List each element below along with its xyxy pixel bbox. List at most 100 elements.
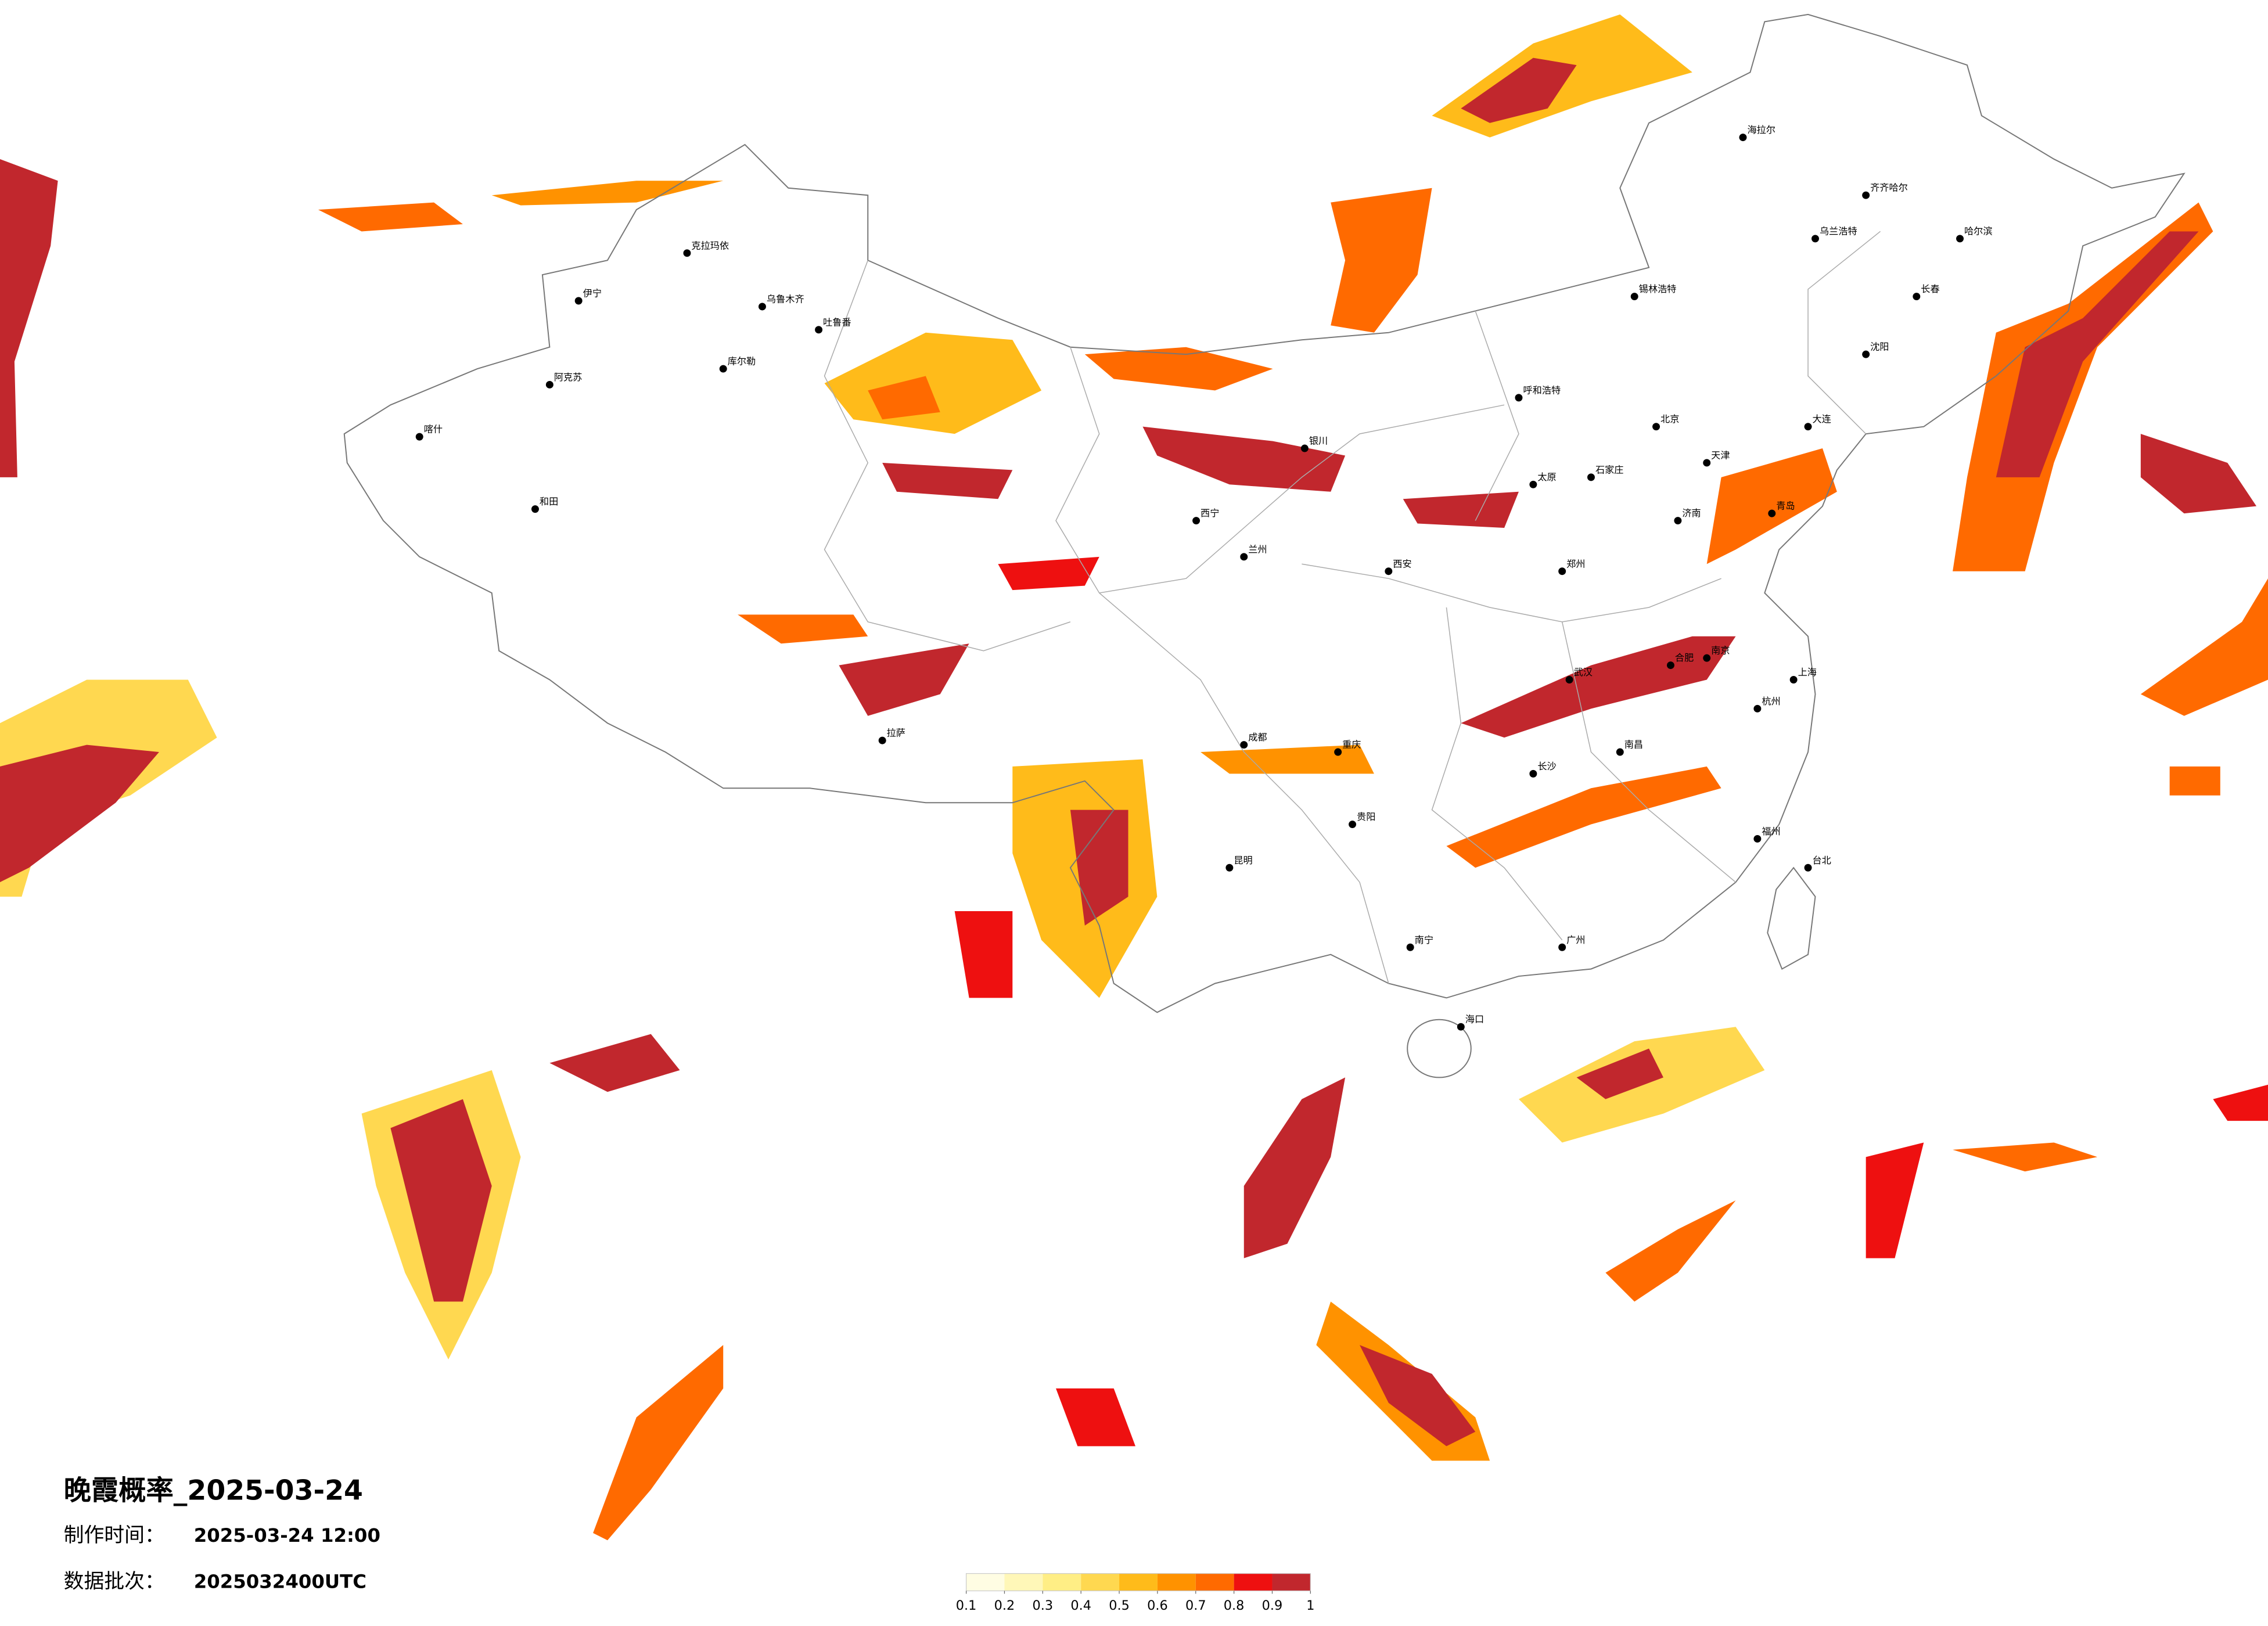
patch xyxy=(839,643,969,716)
taiwan xyxy=(1767,866,1816,970)
city-dot xyxy=(1558,943,1566,951)
city-label: 大连 xyxy=(1813,413,1831,425)
hainan xyxy=(1407,1019,1472,1078)
patch xyxy=(0,159,58,477)
patch xyxy=(318,202,463,232)
city-label: 南昌 xyxy=(1624,739,1643,750)
city-dot xyxy=(1753,704,1762,713)
probability-field xyxy=(0,14,2268,1541)
city-dot xyxy=(1913,293,1921,301)
colorbar-tick-label: 0.6 xyxy=(1147,1598,1168,1613)
city-dot xyxy=(1811,235,1819,243)
city-label: 长沙 xyxy=(1537,761,1556,772)
patch xyxy=(954,911,1013,998)
patch xyxy=(2213,1084,2268,1121)
city-label: 乌鲁木齐 xyxy=(767,294,804,305)
city-label: 郑州 xyxy=(1566,558,1585,569)
city-label: 上海 xyxy=(1798,667,1817,678)
city-label: 兰州 xyxy=(1248,544,1267,555)
patch xyxy=(1996,231,2199,477)
city-dot xyxy=(1862,191,1870,199)
city-dot xyxy=(1674,517,1682,525)
city-dot xyxy=(1225,864,1234,872)
city-label: 喀什 xyxy=(424,424,443,435)
city-dot xyxy=(758,303,766,311)
city-label: 呼和浩特 xyxy=(1523,384,1561,395)
city-label: 克拉玛依 xyxy=(691,240,729,251)
patch xyxy=(1576,1048,1663,1099)
city-label: 成都 xyxy=(1248,732,1267,743)
city-label: 昆明 xyxy=(1234,855,1252,866)
patch xyxy=(1461,636,1736,738)
city-dot xyxy=(1804,423,1812,431)
city-label: 南京 xyxy=(1711,645,1730,656)
city-dot xyxy=(1240,741,1248,749)
city-dot xyxy=(1406,943,1414,951)
patch xyxy=(998,556,1099,591)
colorbar-tick-label: 0.9 xyxy=(1262,1598,1283,1613)
colorbar-tick-label: 1 xyxy=(1306,1598,1314,1613)
city-label: 乌兰浩特 xyxy=(1820,225,1857,236)
city-label: 武汉 xyxy=(1574,667,1593,678)
city-label: 合肥 xyxy=(1675,652,1694,663)
city-dot xyxy=(1349,821,1357,829)
city-dot xyxy=(1457,1023,1465,1031)
colorbar-tick-label: 0.5 xyxy=(1109,1598,1130,1613)
production-time-value: 2025-03-24 12:00 xyxy=(194,1524,380,1546)
map-title: 晚霞概率_2025-03-24 xyxy=(64,1475,363,1507)
city-label: 齐齐哈尔 xyxy=(1870,182,1908,193)
colorbar-tick-label: 0.1 xyxy=(956,1598,977,1613)
city-dot xyxy=(1652,423,1660,431)
city-dot xyxy=(1558,567,1566,575)
colorbar-tick-label: 0.8 xyxy=(1224,1598,1245,1613)
city-label: 银川 xyxy=(1309,436,1328,447)
boundaries xyxy=(343,13,2186,1078)
colorbar-bin xyxy=(1081,1573,1120,1591)
city-dot xyxy=(1192,517,1201,525)
city-dot xyxy=(1515,394,1523,402)
colorbar-bin xyxy=(1157,1573,1196,1591)
city-dot xyxy=(1334,748,1342,756)
city-label: 长春 xyxy=(1921,283,1939,294)
patch xyxy=(0,744,159,883)
patch xyxy=(1243,1077,1346,1258)
colorbar-bin xyxy=(1043,1573,1081,1591)
colorbar-bin xyxy=(1004,1573,1043,1591)
city-label: 福州 xyxy=(1762,826,1780,837)
city-dot xyxy=(1529,769,1537,778)
city-dot xyxy=(1703,654,1711,662)
colorbar-tick-label: 0.7 xyxy=(1185,1598,1206,1613)
city-label: 沈阳 xyxy=(1870,341,1889,352)
city-dot xyxy=(1616,748,1624,756)
patch xyxy=(491,181,724,206)
city-label: 吐鲁番 xyxy=(823,316,851,328)
colorbar: 0.1 0.2 0.3 0.4 0.5 0.6 0.7 0.8 0.9 1 xyxy=(956,1573,1314,1613)
city-label: 和田 xyxy=(540,496,558,507)
colorbar-bin xyxy=(1119,1573,1158,1591)
patch xyxy=(882,462,1013,499)
city-dot xyxy=(1703,459,1711,467)
patch xyxy=(1331,188,1432,333)
patch xyxy=(868,376,940,420)
patch xyxy=(1866,1142,1924,1258)
patch xyxy=(1084,347,1273,391)
patch xyxy=(1605,1200,1736,1302)
city-label: 太原 xyxy=(1537,472,1556,483)
patch xyxy=(824,332,1042,434)
patch xyxy=(2169,766,2220,796)
city-label: 伊宁 xyxy=(583,288,602,299)
patch xyxy=(1953,202,2213,571)
patch xyxy=(1706,448,1837,564)
city-dot xyxy=(415,433,423,441)
city-dot xyxy=(1768,509,1776,517)
city-label: 贵阳 xyxy=(1357,811,1375,822)
city-label: 济南 xyxy=(1682,508,1701,519)
patch xyxy=(1403,491,1519,528)
city-dot xyxy=(1804,864,1812,872)
patch xyxy=(593,1345,724,1541)
city-label: 石家庄 xyxy=(1595,464,1624,475)
city-dot xyxy=(1789,676,1798,684)
colorbar-frame xyxy=(965,1573,1311,1592)
